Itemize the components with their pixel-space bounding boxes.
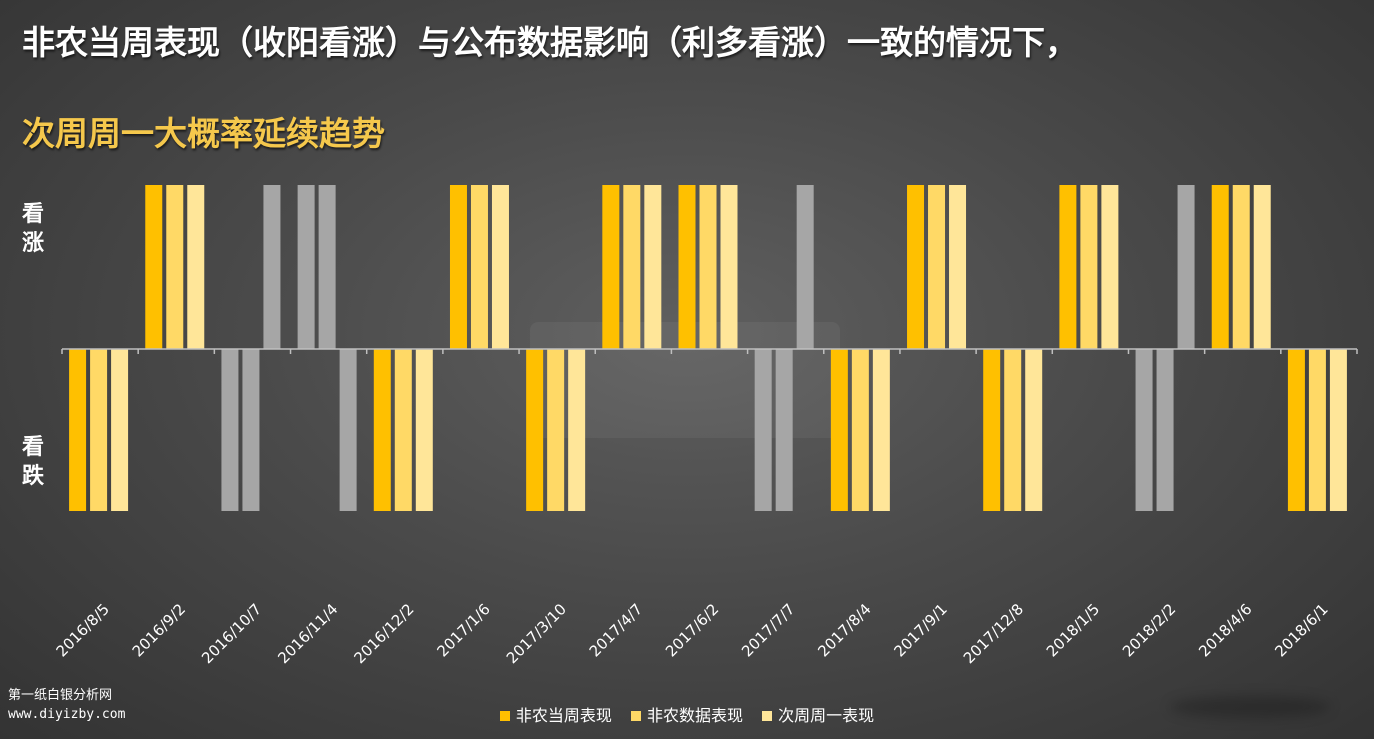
bar-1-2017-12-8 <box>983 349 1001 511</box>
bar-2-2018-1-5 <box>1080 185 1098 349</box>
legend-swatch-series1 <box>499 711 510 721</box>
x-tick-label: 2016/8/5 <box>53 600 113 660</box>
bar-3-2016-8-5 <box>111 349 129 511</box>
bar-3-2018-1-5 <box>1101 185 1119 349</box>
bar-2-2017-8-4 <box>851 349 869 511</box>
x-tick-label: 2017/12/8 <box>960 600 1027 667</box>
bar-3-2016-9-2 <box>187 185 205 349</box>
legend-swatch-series2 <box>630 711 641 721</box>
footer-site-url: www.diyizby.com <box>8 707 126 722</box>
bar-3-2018-2-2 <box>1177 185 1195 349</box>
y-label-bullish: 看涨 <box>21 202 44 256</box>
x-tick-label: 2017/9/1 <box>890 600 950 660</box>
bar-2-2016-11-4 <box>318 185 336 349</box>
bar-1-2018-4-6 <box>1211 185 1229 349</box>
bar-2-2018-4-6 <box>1232 185 1250 349</box>
x-tick-label: 2017/4/7 <box>586 600 646 660</box>
legend-item-series1: 非农当周表现 <box>499 702 612 726</box>
bar-2-2018-2-2 <box>1156 349 1174 511</box>
bar-3-2018-4-6 <box>1253 185 1271 349</box>
bar-3-2017-6-2 <box>720 185 738 349</box>
bar-1-2017-6-2 <box>678 185 696 349</box>
bar-1-2016-11-4 <box>297 185 315 349</box>
bar-2-2017-1-6 <box>470 185 488 349</box>
bar-2-2017-6-2 <box>699 185 717 349</box>
legend-label-series3: 次周周一表现 <box>778 706 875 725</box>
bar-3-2017-8-4 <box>872 349 890 511</box>
bar-3-2017-1-6 <box>491 185 509 349</box>
bar-1-2018-6-1 <box>1287 349 1305 511</box>
y-label-bearish: 看跌 <box>21 435 44 489</box>
x-tick-label: 2016/10/7 <box>198 600 265 667</box>
bar-3-2017-12-8 <box>1025 349 1043 511</box>
chart-subtitle: 次周周一大概率延续趋势 <box>22 114 385 153</box>
bar-2-2017-7-7 <box>775 349 793 511</box>
legend-label-series2: 非农数据表现 <box>646 706 743 725</box>
x-tick-label: 2017/3/10 <box>503 600 570 667</box>
legend-item-series2: 非农数据表现 <box>630 702 743 726</box>
bar-3-2017-4-7 <box>644 185 662 349</box>
legend-label-series1: 非农当周表现 <box>515 706 612 725</box>
bar-1-2018-2-2 <box>1135 349 1153 511</box>
bar-1-2017-1-6 <box>449 185 467 349</box>
legend-swatch-series3 <box>762 711 773 721</box>
bar-1-2016-10-7 <box>221 349 239 511</box>
bar-2-2017-4-7 <box>623 185 641 349</box>
x-tick-label: 2017/7/7 <box>738 600 798 660</box>
bar-2-2016-10-7 <box>242 349 260 511</box>
bar-3-2018-6-1 <box>1329 349 1347 511</box>
bar-2-2016-12-2 <box>394 349 412 511</box>
x-tick-label: 2017/6/2 <box>662 600 722 660</box>
bar-1-2017-8-4 <box>830 349 848 511</box>
bar-1-2016-9-2 <box>145 185 163 349</box>
bar-3-2017-9-1 <box>949 185 967 349</box>
bar-2-2017-9-1 <box>928 185 946 349</box>
bar-1-2017-4-7 <box>602 185 620 349</box>
legend-item-series3: 次周周一表现 <box>762 702 874 726</box>
x-tick-label: 2016/9/2 <box>129 600 189 660</box>
bar-2-2017-12-8 <box>1004 349 1022 511</box>
bar-2-2018-6-1 <box>1308 349 1326 511</box>
footer-watermark: 第一纸白银分析网 www.diyizby.com <box>8 686 125 724</box>
bar-1-2017-3-10 <box>526 349 544 511</box>
bar-3-2016-12-2 <box>415 349 433 511</box>
x-tick-label: 2016/11/4 <box>274 600 341 667</box>
x-tick-label: 2016/12/2 <box>351 600 418 667</box>
bar-3-2016-11-4 <box>339 349 357 511</box>
bar-3-2017-7-7 <box>796 185 814 349</box>
x-tick-label: 2018/2/2 <box>1119 600 1179 660</box>
bar-1-2018-1-5 <box>1059 185 1077 349</box>
x-tick-label: 2017/8/4 <box>814 600 874 660</box>
x-tick-label: 2018/4/6 <box>1195 600 1255 660</box>
x-tick-label: 2018/1/5 <box>1043 600 1103 660</box>
decorative-shadow <box>1170 696 1330 718</box>
bar-3-2016-10-7 <box>263 185 281 349</box>
chart-title: 非农当周表现（收阳看涨）与公布数据影响（利多看涨）一致的情况下， <box>22 23 1078 62</box>
bar-1-2016-8-5 <box>69 349 87 511</box>
bar-2-2016-8-5 <box>90 349 108 511</box>
x-tick-label: 2018/6/1 <box>1271 600 1331 660</box>
chart-legend: 非农当周表现 非农数据表现 次周周一表现 <box>0 702 1374 726</box>
bar-2-2017-3-10 <box>547 349 565 511</box>
x-tick-label: 2017/1/6 <box>433 600 493 660</box>
bar-3-2017-3-10 <box>568 349 586 511</box>
bar-2-2016-9-2 <box>166 185 184 349</box>
bar-1-2016-12-2 <box>373 349 391 511</box>
bar-1-2017-7-7 <box>754 349 772 511</box>
bar-1-2017-9-1 <box>907 185 925 349</box>
footer-site-name: 第一纸白银分析网 <box>8 688 113 703</box>
